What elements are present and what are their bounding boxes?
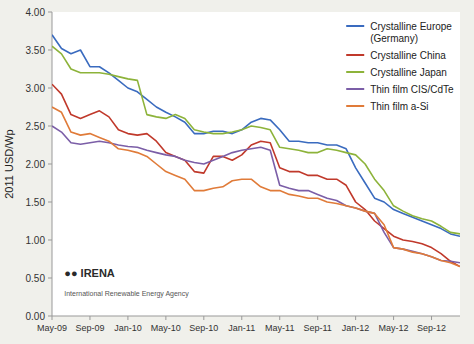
legend-label-line: Crystalline China bbox=[370, 50, 446, 61]
x-tick-label: Jan-10 bbox=[114, 323, 142, 333]
legend-swatch bbox=[346, 54, 364, 56]
x-tick bbox=[241, 316, 242, 320]
legend-label-line: Thin film CIS/CdTe bbox=[370, 84, 454, 95]
y-tick-label: 3.50 bbox=[26, 45, 46, 56]
legend-label: Crystalline China bbox=[370, 50, 446, 61]
x-tick-label: Sep-11 bbox=[303, 323, 331, 333]
legend-label-line: Crystalline Japan bbox=[370, 67, 447, 78]
series-line bbox=[52, 46, 460, 234]
x-tick bbox=[355, 316, 356, 320]
legend-label: Crystalline Europe(Germany) bbox=[370, 21, 452, 44]
y-axis-label: 2011 USD/Wp bbox=[3, 129, 15, 199]
legend-label: Thin film a-Si bbox=[370, 101, 428, 112]
y-tick bbox=[48, 316, 52, 317]
x-tick bbox=[279, 316, 280, 320]
series-line bbox=[52, 126, 460, 263]
x-tick-label: Sep-09 bbox=[75, 323, 104, 333]
legend-label-line: Crystalline Europe bbox=[370, 21, 452, 32]
x-tick bbox=[393, 316, 394, 320]
y-tick-label: 1.50 bbox=[26, 197, 46, 208]
y-tick bbox=[48, 50, 52, 51]
plot-area bbox=[52, 12, 460, 316]
legend-swatch bbox=[346, 105, 364, 107]
x-tick-label: May-12 bbox=[379, 323, 409, 333]
x-axis-line bbox=[52, 316, 460, 317]
y-axis: 0.00 0.50 1.00 1.50 2.00 2.50 3.00 3.50 4.00 bbox=[26, 7, 52, 322]
x-tick-label: May-11 bbox=[265, 323, 294, 333]
chart: 0.00 0.50 1.00 1.50 2.00 2.50 3.00 3.50 4.00 2011… bbox=[0, 0, 474, 344]
x-tick-label: Sep-12 bbox=[417, 323, 446, 333]
y-tick bbox=[48, 202, 52, 203]
x-tick-label: May-10 bbox=[151, 323, 181, 333]
y-tick bbox=[48, 126, 52, 127]
x-tick bbox=[127, 316, 128, 320]
series-lines bbox=[52, 35, 460, 267]
y-tick-label: 0.50 bbox=[26, 273, 46, 284]
legend-swatch bbox=[346, 71, 364, 73]
x-tick bbox=[203, 316, 204, 320]
legend-swatch bbox=[346, 25, 364, 27]
series-line bbox=[52, 84, 460, 266]
legend-label: Crystalline Japan bbox=[370, 67, 447, 78]
y-tick bbox=[48, 278, 52, 279]
x-tick-label: Jan-12 bbox=[342, 323, 370, 333]
x-tick bbox=[431, 316, 432, 320]
series-line bbox=[52, 107, 460, 267]
x-tick-label: Sep-10 bbox=[189, 323, 218, 333]
x-tick bbox=[52, 316, 53, 320]
x-tick-label: May-09 bbox=[37, 323, 67, 333]
y-tick bbox=[48, 88, 52, 89]
y-tick-label: 2.00 bbox=[26, 159, 46, 170]
legend-label: Thin film CIS/CdTe bbox=[370, 84, 454, 95]
y-tick bbox=[48, 240, 52, 241]
x-tick bbox=[317, 316, 318, 320]
y-tick-label: 3.00 bbox=[26, 83, 46, 94]
x-axis: May-09 Sep-09 Jan-10 May-10 Sep-10 Jan-11 May-… bbox=[37, 316, 460, 333]
legend: Crystalline Europe(Germany) Crystalline C… bbox=[346, 21, 454, 112]
y-tick bbox=[48, 12, 52, 13]
y-tick-label: 1.00 bbox=[26, 235, 46, 246]
legend-label-line: Thin film a-Si bbox=[370, 101, 428, 112]
background bbox=[0, 0, 474, 344]
legend-label-line: (Germany) bbox=[370, 33, 418, 44]
annotation: ●● IRENA bbox=[64, 267, 115, 279]
y-tick-label: 4.00 bbox=[26, 7, 46, 18]
y-tick-label: 0.00 bbox=[26, 311, 46, 322]
series-line bbox=[52, 35, 460, 236]
x-tick bbox=[165, 316, 166, 320]
x-tick bbox=[89, 316, 90, 320]
annotation: International Renewable Energy Agency bbox=[64, 290, 189, 298]
x-tick-label: Jan-11 bbox=[228, 323, 255, 333]
legend-swatch bbox=[346, 88, 364, 90]
y-tick-label: 2.50 bbox=[26, 121, 46, 132]
y-tick bbox=[48, 164, 52, 165]
